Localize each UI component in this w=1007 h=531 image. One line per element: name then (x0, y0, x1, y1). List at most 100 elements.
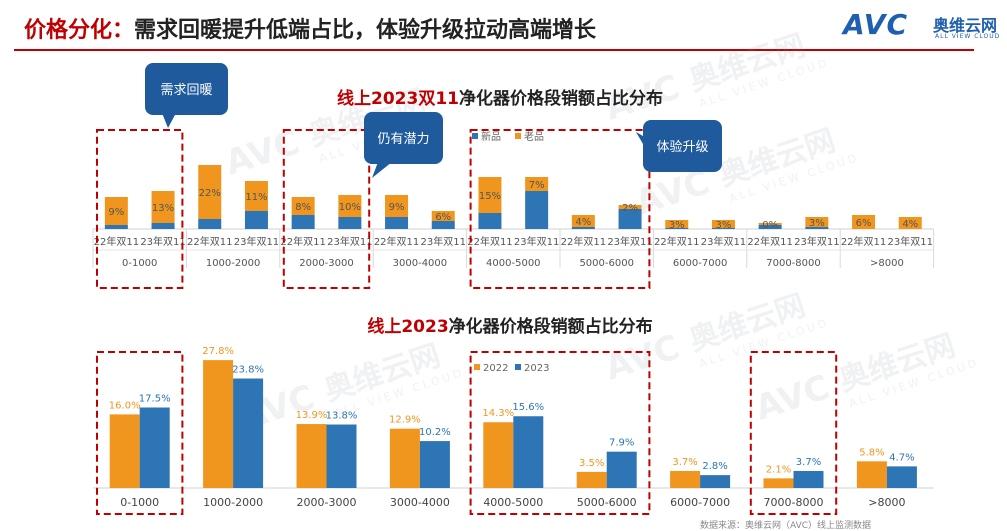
chart2-bar-2022 (763, 478, 794, 488)
chart1-data-label: 3% (716, 220, 732, 231)
chart2-data-label: 5.8% (859, 447, 884, 458)
chart1-subcategory-label: 23年双11 (140, 235, 185, 248)
chart1-bar-new (665, 228, 689, 229)
chart1-bar-new (571, 227, 595, 229)
chart2-data-label: 2.1% (766, 464, 791, 475)
chart2-data-label: 16.0% (109, 400, 141, 411)
chart1-data-label: 7% (529, 180, 545, 191)
chart1-subcategory-label: 23年双11 (421, 235, 466, 248)
chart2-bar-2022 (483, 422, 514, 488)
chart2-category-label: 2000-3000 (297, 496, 357, 509)
avc-logo: AVC 奥维云网 ALL VIEW CLOUD (843, 8, 999, 44)
chart2-category-label: 6000-7000 (670, 496, 730, 509)
chart1-bar-new (385, 217, 409, 229)
chart2-data-label: 23.8% (232, 365, 264, 376)
chart1-legend-swatch-new (472, 133, 478, 139)
chart1-data-label: 0% (762, 220, 778, 231)
chart1-subcategory-label: 23年双11 (514, 235, 559, 248)
callout-demand-recovery-bubble (145, 63, 228, 115)
chart1-bar-old (104, 197, 128, 225)
chart1-subcategory-label: 23年双11 (607, 235, 652, 248)
chart1-bar-old (665, 220, 689, 228)
chart1-group-label: 1000-2000 (206, 258, 261, 269)
chart1-bar-old (291, 197, 315, 215)
chart1-title-rest: 净化器价格段销额占比分布 (459, 88, 663, 109)
chart1-bar-old (525, 177, 549, 191)
chart1-highlight-box (282, 129, 371, 289)
callout-experience-upgrade-text: 体验升级 (656, 139, 708, 155)
chart1-bar-old (852, 215, 876, 229)
chart2-category-label: 1000-2000 (203, 496, 263, 509)
callout-potential-pointer (372, 162, 392, 178)
logo-cn-text: 奥维云网 (933, 16, 998, 35)
watermark-logo: AVC (750, 367, 834, 428)
chart2-data-label: 17.5% (139, 394, 171, 405)
chart1-bar-new (198, 219, 222, 229)
chart1-bar-old (244, 181, 268, 211)
chart2-highlight-box (96, 351, 184, 515)
chart2-bar-2022 (109, 414, 140, 488)
chart1-highlight-box (469, 129, 651, 289)
chart1-subcategory-label: 22年双11 (561, 235, 606, 248)
chart2-data-label: 14.3% (482, 408, 514, 419)
chart2-legend-2022: 2022 (483, 363, 508, 374)
chart1-group-label: 6000-7000 (673, 258, 728, 269)
watermark-logo: AVC (220, 122, 304, 183)
chart2-data-label: 3.7% (672, 457, 697, 468)
callout-experience-upgrade-bubble (643, 120, 722, 172)
chart1-subcategory-label: 23年双11 (327, 235, 372, 248)
chart1-legend-old: 老品 (524, 130, 544, 143)
chart1-subcategory-label: 22年双11 (374, 235, 419, 248)
chart1-highlight-box (96, 129, 184, 289)
chart1-legend-swatch-old (515, 133, 521, 139)
chart1-subcategory-label: 22年双11 (841, 235, 886, 248)
chart2-data-label: 3.5% (579, 458, 604, 469)
chart1-bar-new (478, 213, 502, 229)
chart1-title-highlight: 线上2023双11 (337, 88, 459, 109)
chart2-highlight-box (749, 351, 838, 515)
chart1-data-label: 8% (295, 202, 311, 213)
chart2-category-label: >8000 (868, 496, 905, 509)
chart1-subcategory-label: 22年双11 (187, 235, 232, 248)
chart2-data-label: 15.6% (512, 402, 544, 413)
chart1-group-label: 3000-4000 (393, 258, 448, 269)
chart2-data-label: 27.8% (202, 346, 234, 357)
chart1-group-label: 0-1000 (122, 258, 157, 269)
chart1-bar-old (338, 195, 362, 217)
chart1-bar-old (151, 191, 175, 223)
chart2-data-label: 10.2% (419, 427, 451, 438)
chart1-data-label: 11% (245, 192, 267, 203)
chart2-legend-2023: 2023 (524, 363, 549, 374)
chart2-category-label: 5000-6000 (577, 496, 637, 509)
callout-demand-recovery: 需求回暖 (145, 63, 228, 128)
chart2-title-highlight: 线上2023 (367, 316, 448, 337)
chart1-group-label: 7000-8000 (766, 258, 821, 269)
callout-potential: 仍有潜力 (364, 112, 443, 178)
chart1-subcategory-label: 22年双11 (467, 235, 512, 248)
chart1-group-label: 4000-5000 (486, 258, 541, 269)
chart1-group-label: >8000 (870, 258, 904, 269)
chart1-data-label: 9% (389, 202, 405, 213)
chart1-data-label: 6% (856, 218, 872, 229)
chart1-data-label: 3% (669, 220, 685, 231)
chart1-subcategory-label: 22年双11 (94, 235, 139, 248)
chart1-group-label: 5000-6000 (579, 258, 634, 269)
chart1-data-label: 2% (622, 203, 638, 214)
chart2-bar-2023 (233, 378, 264, 488)
chart1-subcategory-label: 22年双11 (654, 235, 699, 248)
chart2-title: 线上2023净化器价格段销额占比分布 (367, 316, 652, 337)
chart1-bar-new (151, 223, 175, 229)
chart2-bar-2023 (326, 424, 357, 488)
chart2-category-label: 4000-5000 (483, 496, 543, 509)
chart2-bar-2022 (670, 470, 701, 488)
chart2-bar-2022 (296, 424, 327, 488)
chart1-bar-old (431, 211, 455, 221)
chart1-data-label: 9% (108, 207, 124, 218)
logo-en-text: ALL VIEW CLOUD (935, 33, 1001, 40)
chart2-legend-swatch-2022 (474, 364, 480, 370)
chart1-bar-new (618, 209, 642, 229)
chart1-data-label: 4% (575, 217, 591, 228)
chart1-bar-new (104, 225, 128, 229)
callout-potential-text: 仍有潜力 (377, 132, 429, 147)
chart1-subcategory-label: 23年双11 (794, 235, 839, 248)
